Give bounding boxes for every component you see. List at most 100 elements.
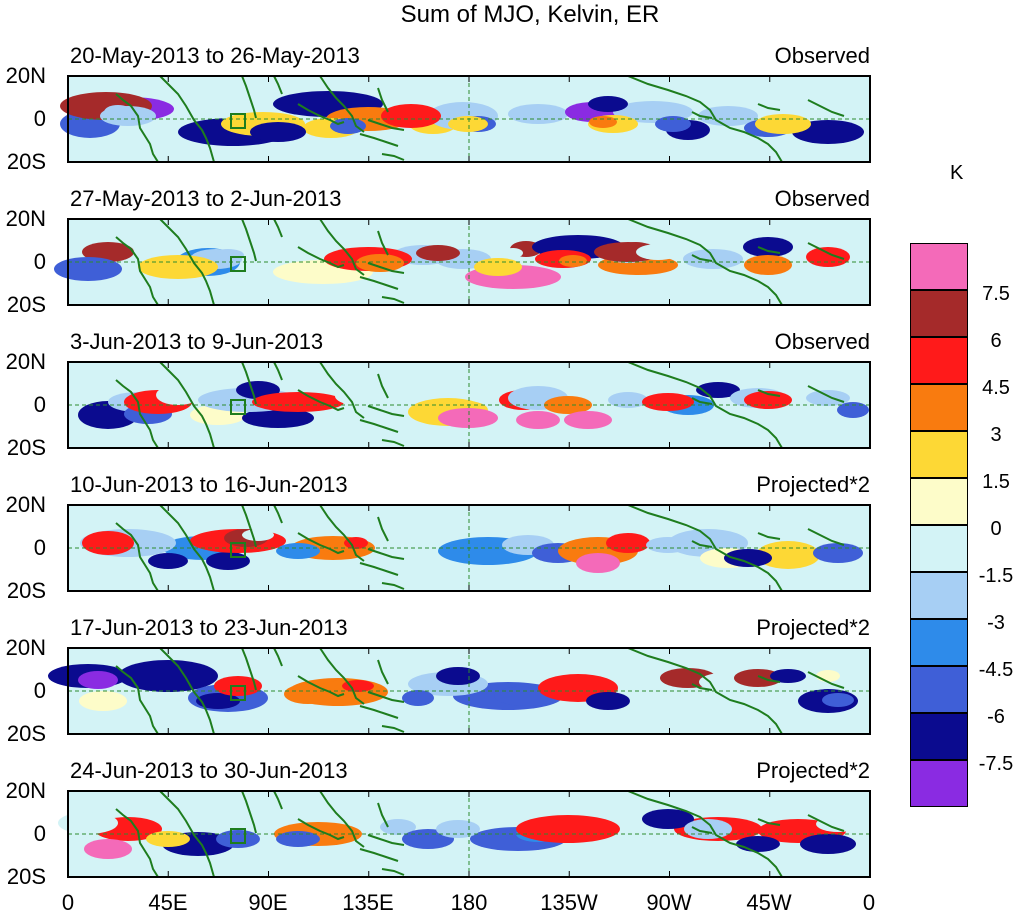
- colorbar-level-label: 7.5: [982, 283, 1010, 305]
- panel-date-range: 3-Jun-2013 to 9-Jun-2013: [70, 329, 324, 354]
- lon-label: 45W: [746, 890, 792, 915]
- anomaly-contour-region: [816, 670, 840, 682]
- panel-date-range: 27-May-2013 to 2-Jun-2013: [70, 186, 342, 211]
- anomaly-contour-region: [196, 693, 240, 709]
- anomaly-contour-region: [342, 680, 374, 692]
- lat-label-south: 20S: [6, 721, 46, 746]
- anomaly-contour-region: [148, 553, 188, 569]
- anomaly-contour-region: [79, 691, 127, 711]
- anomaly-contour-region: [252, 392, 344, 412]
- lat-label-equator: 0: [33, 249, 46, 274]
- anomaly-contour-region: [642, 809, 694, 829]
- lon-label: 90W: [646, 890, 692, 915]
- colorbar-cell: [910, 337, 968, 384]
- anomaly-contour-region: [698, 106, 758, 126]
- lat-label-equator: 0: [33, 392, 46, 417]
- anomaly-contour-region: [118, 660, 218, 692]
- coastline: [115, 504, 845, 592]
- anomaly-contour-region: [503, 248, 523, 258]
- map-title: Sum of MJO, Kelvin, ER: [400, 1, 660, 28]
- anomaly-contour-region: [54, 257, 122, 281]
- anomaly-contour-region: [724, 549, 772, 567]
- map-panel: 24-Jun-2013 to 30-Jun-2013 Projected*2: [0, 758, 900, 878]
- map-panel: 17-Jun-2013 to 23-Jun-2013 Projected*2: [0, 615, 900, 735]
- anomaly-contour-region: [82, 242, 134, 262]
- anomaly-contour-region: [736, 836, 780, 852]
- anomaly-contour-region: [146, 831, 190, 847]
- coastline: [115, 361, 845, 449]
- anomaly-contour-region: [284, 684, 332, 704]
- lon-label: 135E: [342, 890, 394, 915]
- colorbar-level-label: -3: [987, 612, 1005, 634]
- anomaly-contour-region: [242, 408, 314, 428]
- colorbar-cell: [910, 243, 968, 290]
- panel-status-label: Observed: [774, 43, 870, 68]
- colorbar-cell: [910, 666, 968, 713]
- anomaly-contour-region: [564, 411, 612, 429]
- colorbar-cell: [910, 619, 968, 666]
- anomaly-map: [67, 504, 871, 592]
- anomaly-map: [58, 790, 871, 878]
- anomaly-contour-region: [156, 385, 200, 405]
- anomaly-contour-region: [206, 552, 250, 570]
- lon-label: 45E: [148, 890, 188, 915]
- anomaly-contour-region: [82, 531, 134, 555]
- anomaly-contour-region: [642, 393, 694, 411]
- colorbar-cell: [910, 713, 968, 760]
- colorbar-cell: [910, 478, 968, 525]
- region-box: [230, 542, 246, 558]
- lat-label-equator: 0: [33, 821, 46, 846]
- anomaly-contour-region: [474, 258, 522, 276]
- anomaly-contour-region: [242, 529, 274, 541]
- lat-label-south: 20S: [6, 435, 46, 460]
- panel-status-label: Observed: [774, 329, 870, 354]
- anomaly-contour-region: [806, 390, 850, 406]
- map-frame: [67, 647, 871, 735]
- anomaly-contour-region: [837, 402, 869, 418]
- panel-status-label: Observed: [774, 186, 870, 211]
- lat-label-north: 20N: [5, 206, 46, 231]
- lat-label-north: 20N: [5, 635, 46, 660]
- panel-date-range: 10-Jun-2013 to 16-Jun-2013: [70, 472, 348, 497]
- map-frame: [67, 218, 871, 306]
- anomaly-contour-region: [816, 816, 860, 832]
- anomaly-map: [67, 361, 871, 449]
- anomaly-contour-region: [744, 255, 792, 275]
- anomaly-contour-region: [335, 386, 391, 406]
- coastline: [115, 647, 845, 735]
- anomaly-contour-region: [550, 680, 586, 696]
- map-panel: 10-Jun-2013 to 16-Jun-2013 Projected*2: [0, 472, 900, 592]
- anomaly-contour-region: [84, 839, 132, 859]
- colorbar-level-label: -6: [987, 706, 1005, 728]
- colorbar-level-label: 4.5: [982, 377, 1010, 399]
- lat-label-north: 20N: [5, 492, 46, 517]
- colorbar-cell: [910, 290, 968, 337]
- colorbar-cell: [910, 384, 968, 431]
- lon-label: 0: [862, 890, 876, 915]
- anomaly-contour-region: [356, 254, 404, 272]
- anomaly-contour-region: [559, 255, 587, 267]
- map-panel: 3-Jun-2013 to 9-Jun-2013 Observed: [0, 329, 900, 449]
- map-frame: [67, 75, 871, 163]
- map-frame: [67, 504, 871, 592]
- anomaly-contour-region: [822, 693, 854, 707]
- anomaly-contour-region: [516, 411, 560, 429]
- colorbar-cell: [910, 525, 968, 572]
- colorbar-cell: [910, 431, 968, 478]
- panel-date-range: 24-Jun-2013 to 30-Jun-2013: [70, 758, 348, 783]
- anomaly-contour-region: [589, 116, 617, 128]
- anomaly-contour-region: [800, 834, 856, 854]
- lat-label-north: 20N: [5, 349, 46, 374]
- anomaly-contour-region: [330, 118, 366, 134]
- anomaly-contour-region: [216, 830, 260, 848]
- lat-label-south: 20S: [6, 292, 46, 317]
- anomaly-contour-region: [780, 545, 816, 561]
- panel-status-label: Projected*2: [756, 758, 870, 783]
- colorbar-level-label: -7.5: [978, 753, 1014, 775]
- anomaly-contour-region: [58, 812, 118, 834]
- anomaly-contour-region: [438, 408, 498, 428]
- lat-label-equator: 0: [33, 678, 46, 703]
- anomaly-contour-region: [436, 820, 480, 838]
- anomaly-contour-region: [380, 819, 416, 835]
- colorbar-cell: [910, 572, 968, 619]
